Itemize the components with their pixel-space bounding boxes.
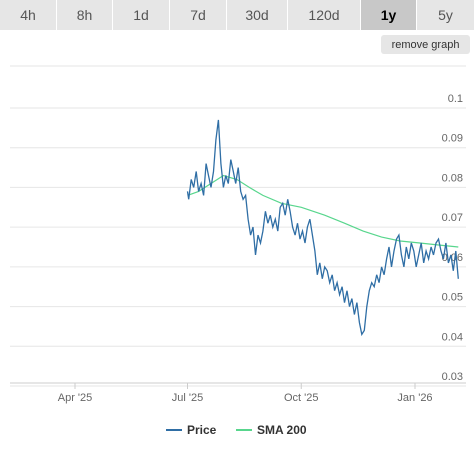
time-range-tabs: 4h 8h 1d 7d 30d 120d 1y 5y — [0, 0, 474, 30]
y-tick-label: 0.09 — [442, 133, 463, 145]
y-tick-label: 0.08 — [442, 172, 463, 184]
price-chart: 0.10.090.080.070.060.050.040.03 Apr '25 J… — [10, 65, 466, 437]
y-tick-label: 0.05 — [442, 292, 463, 304]
x-tick-label: Jan '26 — [397, 392, 432, 404]
tab-4h[interactable]: 4h — [0, 0, 57, 30]
x-tick-label: Oct '25 — [284, 392, 319, 404]
tab-7d[interactable]: 7d — [170, 0, 227, 30]
sma-200-series-line — [187, 174, 459, 248]
tab-1d[interactable]: 1d — [113, 0, 170, 30]
y-tick-label: 0.1 — [448, 93, 463, 105]
price-series-line — [186, 119, 459, 337]
x-axis-ticks: Apr '25 Jul '25 Oct '25 Jan '26 — [10, 382, 466, 404]
y-axis-ticks: 0.10.090.080.070.060.050.040.03 — [442, 93, 463, 383]
legend-price-label: Price — [187, 423, 217, 437]
tab-1y[interactable]: 1y — [361, 0, 417, 30]
y-tick-label: 0.07 — [442, 212, 463, 224]
y-tick-label: 0.03 — [442, 371, 463, 383]
tab-8h[interactable]: 8h — [57, 0, 113, 30]
x-tick-label: Apr '25 — [58, 392, 93, 404]
x-tick-label: Jul '25 — [172, 392, 203, 404]
remove-graph-button[interactable]: remove graph — [381, 35, 470, 54]
grid-lines — [10, 65, 466, 387]
legend-sma-200-label: SMA 200 — [257, 423, 307, 437]
tab-30d[interactable]: 30d — [227, 0, 288, 30]
tab-5y[interactable]: 5y — [417, 0, 474, 30]
tab-120d[interactable]: 120d — [288, 0, 361, 30]
chart-legend: Price SMA 200 — [166, 423, 307, 437]
y-tick-label: 0.04 — [442, 331, 463, 343]
